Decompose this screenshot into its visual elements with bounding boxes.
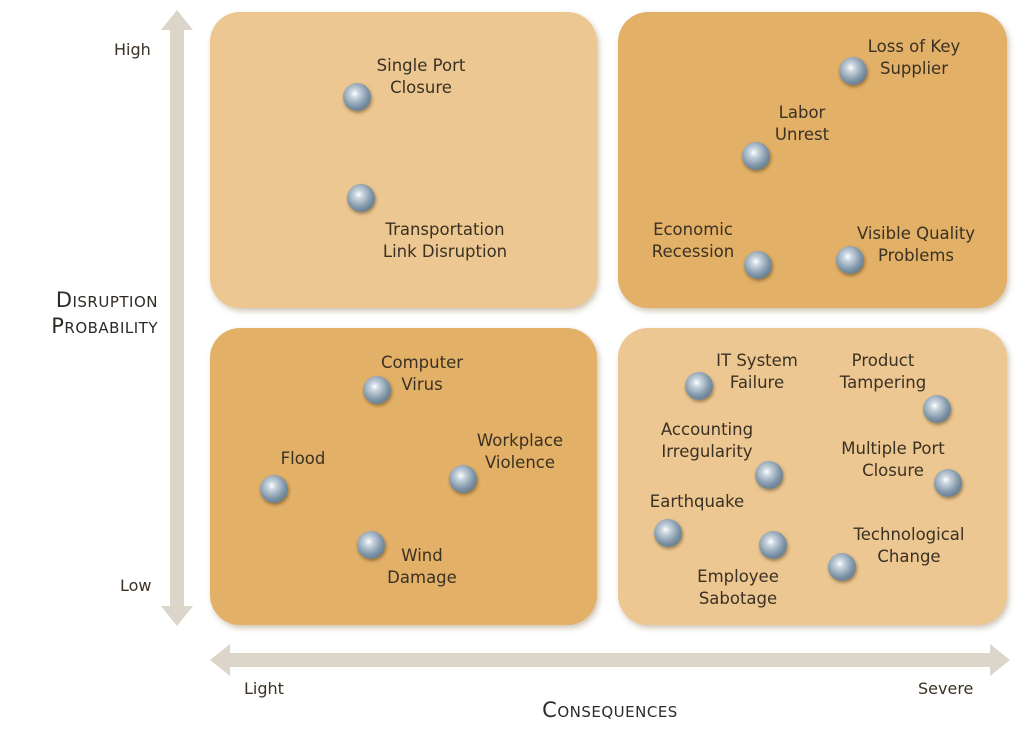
risk-label-line: Loss of Key <box>867 37 961 56</box>
x-axis-title: Consequences <box>542 698 678 722</box>
y-axis-title-line1: Disruption <box>55 288 158 312</box>
risk-marker <box>449 465 477 493</box>
risk-label: Employee Sabotage <box>697 566 779 610</box>
risk-label: Earthquake <box>650 491 744 513</box>
risk-label-line: Closure <box>390 78 452 97</box>
y-axis-title-line2: Probability <box>51 314 158 338</box>
risk-label: Single Port Closure <box>377 55 466 99</box>
risk-marker <box>363 376 391 404</box>
risk-marker <box>836 246 864 274</box>
risk-label: Transportation Link Disruption <box>383 219 507 263</box>
y-tick-low: Low <box>120 576 152 595</box>
risk-label-line: Sabotage <box>698 589 778 608</box>
risk-marker <box>759 531 787 559</box>
risk-label-line: Workplace <box>476 431 564 450</box>
consequences-axis-arrow <box>210 644 1010 676</box>
risk-label-line: Wind <box>401 546 443 565</box>
risk-label: Wind Damage <box>387 545 457 589</box>
risk-label-line: Irregularity <box>661 442 753 461</box>
risk-label-line: Recession <box>651 242 735 261</box>
quadrant-high-probability-severe-consequences <box>618 12 1007 308</box>
risk-marker <box>744 251 772 279</box>
risk-label-line: Supplier <box>880 59 948 78</box>
risk-label-line: Flood <box>280 449 326 468</box>
risk-marker <box>934 469 962 497</box>
risk-label: Workplace Violence <box>477 430 563 474</box>
risk-label-line: Single Port <box>376 56 466 75</box>
risk-marker <box>742 142 770 170</box>
risk-label-line: Visible Quality <box>856 224 976 243</box>
y-tick-high: High <box>114 40 151 59</box>
risk-label-line: Link Disruption <box>382 242 508 261</box>
risk-marker <box>923 395 951 423</box>
risk-label: Accounting Irregularity <box>661 419 753 463</box>
risk-label-line: Violence <box>484 453 556 472</box>
risk-label-line: Employee <box>697 567 779 586</box>
x-tick-severe: Severe <box>918 679 974 698</box>
risk-label-line: Damage <box>387 568 457 587</box>
risk-label: Labor Unrest <box>775 102 829 146</box>
risk-marker <box>828 553 856 581</box>
risk-marker <box>260 475 288 503</box>
risk-marker <box>357 531 385 559</box>
probability-axis-arrow <box>161 10 193 626</box>
risk-label-line: Labor <box>778 103 826 122</box>
risk-label-line: Earthquake <box>649 492 745 511</box>
risk-label: IT System Failure <box>716 350 798 394</box>
risk-marker <box>755 461 783 489</box>
x-tick-light: Light <box>244 679 284 698</box>
risk-label: Computer Virus <box>381 352 463 396</box>
risk-label-line: Economic <box>653 220 733 239</box>
risk-label: Technological Change <box>853 524 964 568</box>
risk-label: Flood <box>281 448 326 470</box>
risk-label-line: Tampering <box>839 373 927 392</box>
quadrant-high-probability-light-consequences <box>210 12 597 308</box>
risk-label-line: Virus <box>401 375 443 394</box>
risk-label: Loss of Key Supplier <box>868 36 961 80</box>
risk-marker <box>685 372 713 400</box>
risk-marker <box>839 57 867 85</box>
risk-label: Visible Quality Problems <box>857 223 975 267</box>
risk-label-line: Technological <box>853 525 965 544</box>
risk-label-line: Product <box>851 351 915 370</box>
risk-label-line: Computer <box>380 353 464 372</box>
risk-label: Multiple Port Closure <box>841 438 945 482</box>
risk-label-line: Unrest <box>774 125 830 144</box>
risk-label-line: Accounting <box>660 420 754 439</box>
risk-label-line: IT System <box>716 351 798 370</box>
risk-label-line: Failure <box>729 373 785 392</box>
risk-label-line: Transportation <box>385 220 505 239</box>
risk-marker <box>343 83 371 111</box>
risk-label-line: Multiple Port <box>841 439 945 458</box>
risk-marker <box>347 184 375 212</box>
risk-label-line: Change <box>877 547 941 566</box>
risk-label: Product Tampering <box>840 350 926 394</box>
risk-label: Economic Recession <box>652 219 734 263</box>
risk-label-line: Problems <box>877 246 955 265</box>
risk-marker <box>654 519 682 547</box>
risk-label-line: Closure <box>862 461 924 480</box>
